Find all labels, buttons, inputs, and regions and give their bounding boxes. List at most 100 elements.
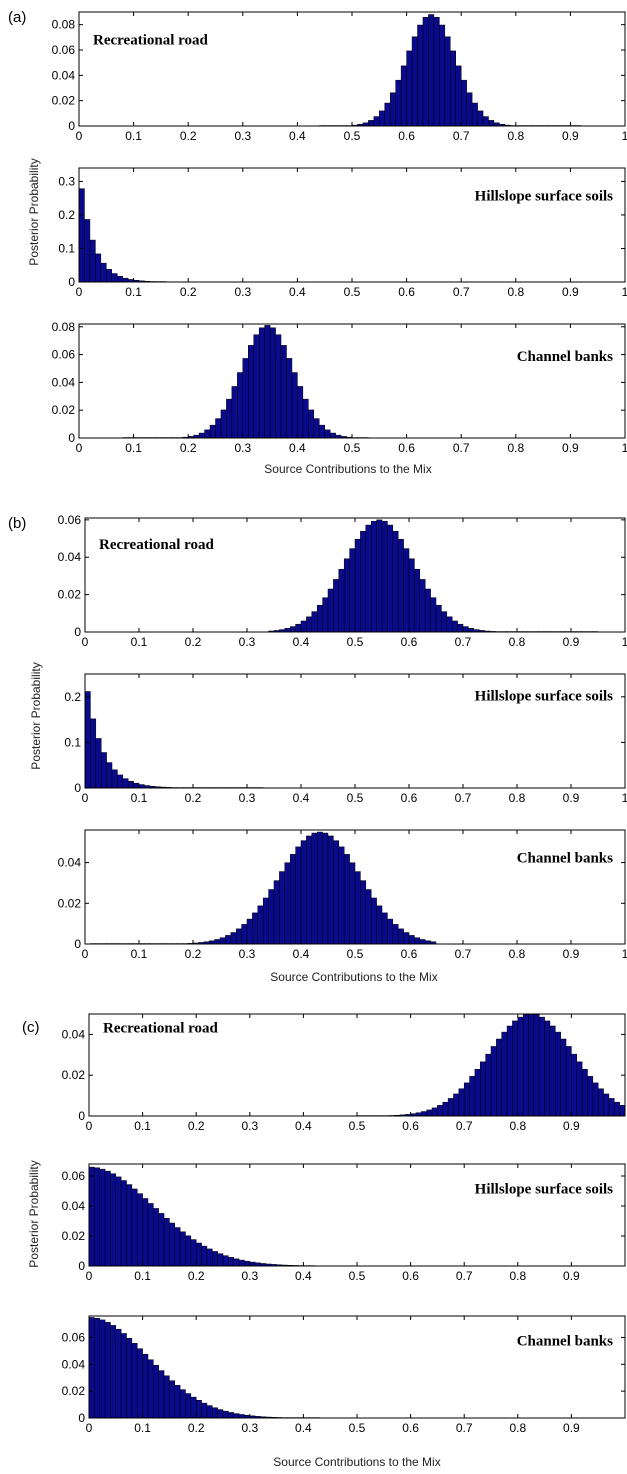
x-tick-label: 0.2 <box>180 285 197 299</box>
histogram-bar <box>382 521 387 632</box>
histogram-bar <box>285 628 290 632</box>
x-tick-label: 0 <box>86 1421 93 1435</box>
histogram-bar <box>169 1381 174 1418</box>
x-tick-label: 0.2 <box>180 441 197 455</box>
x-tick-label: 0.9 <box>562 129 579 143</box>
x-tick-label: 0.1 <box>131 791 148 805</box>
histogram-bar <box>507 1026 512 1116</box>
histogram-bar <box>244 1261 249 1266</box>
histogram-bar <box>614 1102 619 1116</box>
histogram-bar <box>116 1177 121 1266</box>
histogram-bar <box>344 559 349 632</box>
histogram-bar <box>301 841 306 944</box>
x-tick-label: 0.4 <box>289 441 306 455</box>
histogram-bar <box>139 785 144 788</box>
y-tick-label: 0.02 <box>52 403 76 417</box>
histogram-bar <box>216 419 221 438</box>
histogram-bar <box>333 579 338 632</box>
histogram-bar <box>330 433 335 438</box>
histogram-bar <box>328 836 333 944</box>
histogram-bar <box>199 433 204 438</box>
histogram-bar <box>94 1318 99 1418</box>
y-axis-title-c: Posterior Probability <box>27 1160 41 1267</box>
y-axis-title-a: Posterior Probability <box>27 158 41 265</box>
panel-label-b: (b) <box>8 515 26 532</box>
x-tick-label: 0.1 <box>125 441 142 455</box>
histogram-bar <box>312 833 317 944</box>
x-tick-label: 0.3 <box>241 1269 258 1283</box>
x-tick-label: 0.1 <box>131 947 148 961</box>
histogram-bar <box>582 1069 587 1116</box>
x-tick-label: 0.8 <box>507 129 524 143</box>
x-tick-label: 0.2 <box>185 791 202 805</box>
histogram-bar <box>185 1394 190 1418</box>
x-tick-label: 0.3 <box>241 1119 258 1133</box>
histogram-bar <box>325 430 330 438</box>
y-tick-label: 0.2 <box>58 208 75 222</box>
histogram-bar <box>323 833 328 944</box>
histogram-bar <box>620 1105 625 1116</box>
y-tick-label: 0.02 <box>58 896 82 910</box>
x-tick-label: 0.7 <box>453 285 470 299</box>
histogram-bar <box>464 1083 469 1116</box>
histogram-bar <box>247 919 252 944</box>
x-tick-label: 0.7 <box>453 129 470 143</box>
histogram-bar <box>314 419 319 438</box>
histogram-bar <box>317 832 322 944</box>
histogram-bar <box>420 579 425 632</box>
histogram-bar <box>239 1414 244 1418</box>
histogram-bar <box>360 881 365 944</box>
histogram-bar <box>529 1014 534 1116</box>
histogram-bar <box>127 1338 132 1418</box>
histogram-bar <box>587 1076 592 1116</box>
histogram-bar <box>107 763 112 788</box>
x-tick-label: 0.8 <box>507 285 524 299</box>
histogram-bar <box>301 621 306 632</box>
histogram-bar <box>279 872 284 944</box>
histogram-bar <box>377 520 382 632</box>
histogram-bar <box>101 753 106 789</box>
x-tick-label: 0.3 <box>239 791 256 805</box>
histogram-bar <box>191 1240 196 1266</box>
histogram-bar <box>95 254 100 282</box>
histogram-bar <box>355 539 360 632</box>
histogram-bar <box>308 410 313 438</box>
x-tick-label: 0.3 <box>234 285 251 299</box>
histogram-bar <box>105 1322 110 1418</box>
x-tick-label: 0 <box>82 635 89 649</box>
histogram-bar <box>385 103 390 126</box>
histogram-bar <box>414 569 419 632</box>
histogram-bar <box>577 1062 582 1116</box>
histogram-bar <box>205 430 210 438</box>
x-tick-label: 0.2 <box>180 129 197 143</box>
histogram-bar <box>404 933 409 945</box>
y-tick-label: 0 <box>78 1259 85 1273</box>
x-tick-label: 0.4 <box>293 947 310 961</box>
y-tick-label: 0.02 <box>62 1068 86 1082</box>
x-tick-label: 0.5 <box>349 1269 366 1283</box>
x-tick-label: 1 <box>622 129 627 143</box>
x-tick-label: 0.6 <box>401 635 418 649</box>
histogram-bar <box>274 881 279 944</box>
y-tick-label: 0.04 <box>62 1027 86 1041</box>
histogram-bar <box>398 929 403 944</box>
plot-area <box>79 324 625 438</box>
histogram-bar <box>212 1251 217 1266</box>
histogram-bar <box>598 1089 603 1116</box>
histogram-bar <box>79 189 84 282</box>
x-tick-label: 0.3 <box>234 441 251 455</box>
histogram-bar <box>453 1094 458 1116</box>
x-tick-label: 0.6 <box>398 129 415 143</box>
x-tick-label: 0.1 <box>134 1269 151 1283</box>
histogram-bar <box>432 1108 437 1116</box>
histogram-bar <box>393 924 398 944</box>
histogram-bar <box>333 841 338 944</box>
x-tick-label: 0.9 <box>562 285 579 299</box>
histogram-bar <box>276 335 281 438</box>
histogram-bar <box>90 719 95 788</box>
x-tick-label: 1 <box>622 441 627 455</box>
x-tick-label: 0.4 <box>295 1421 312 1435</box>
histogram-bar <box>456 66 461 126</box>
x-tick-label: 0.2 <box>188 1119 205 1133</box>
histogram-bar <box>84 219 89 282</box>
